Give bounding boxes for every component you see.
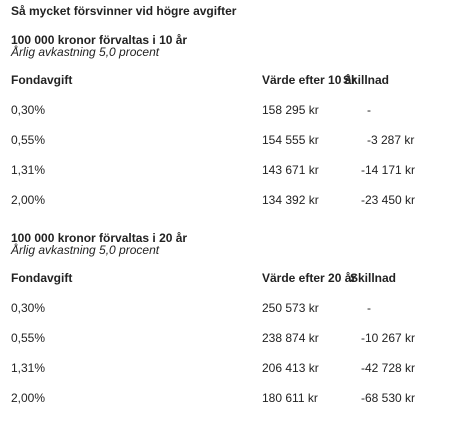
column-header-fee: Fondavgift — [11, 73, 73, 87]
table-row: 1,31% 143 671 kr -14 171 kr — [11, 155, 451, 185]
column-header-fee: Fondavgift — [11, 271, 73, 285]
difference-cell: -14 171 kr — [361, 163, 416, 177]
value-cell: 143 671 kr — [262, 163, 319, 177]
difference-cell: - — [367, 301, 371, 315]
value-cell: 134 392 kr — [262, 193, 319, 207]
table-section-10-years: 100 000 kronor förvaltas i 10 år Årlig a… — [11, 34, 451, 215]
page-title: Så mycket försvinner vid högre avgifter — [11, 4, 237, 18]
table-row: 2,00% 134 392 kr -23 450 kr — [11, 185, 451, 215]
fee-cell: 2,00% — [11, 193, 46, 207]
value-cell: 158 295 kr — [262, 103, 319, 117]
fee-cell: 1,31% — [11, 163, 46, 177]
difference-cell: -3 287 kr — [367, 133, 415, 147]
section-heading: 100 000 kronor förvaltas i 10 år — [11, 33, 188, 47]
fee-cell: 2,00% — [11, 391, 46, 405]
value-cell: 206 413 kr — [262, 361, 319, 375]
table-row: 0,30% 250 573 kr - — [11, 293, 451, 323]
section-subheading: Årlig avkastning 5,0 procent — [11, 243, 160, 257]
value-cell: 154 555 kr — [262, 133, 319, 147]
difference-cell: -23 450 kr — [361, 193, 416, 207]
value-cell: 238 874 kr — [262, 331, 319, 345]
table-header-row: Fondavgift Värde efter 10 år Skillnad — [11, 65, 451, 95]
fee-cell: 0,30% — [11, 103, 46, 117]
table-row: 0,30% 158 295 kr - — [11, 95, 451, 125]
column-header-value: Värde efter 20 år — [262, 271, 357, 285]
column-header-difference: Skillnad — [350, 271, 397, 285]
table-row: 2,00% 180 611 kr -68 530 kr — [11, 383, 451, 413]
section-heading: 100 000 kronor förvaltas i 20 år — [11, 231, 188, 245]
column-header-value: Värde efter 10 år — [262, 73, 357, 87]
fee-cell: 0,30% — [11, 301, 46, 315]
value-cell: 250 573 kr — [262, 301, 319, 315]
section-subheading: Årlig avkastning 5,0 procent — [11, 45, 160, 59]
table-section-20-years: 100 000 kronor förvaltas i 20 år Årlig a… — [11, 232, 451, 413]
table-row: 0,55% 154 555 kr -3 287 kr — [11, 125, 451, 155]
difference-cell: -10 267 kr — [361, 331, 416, 345]
fee-cell: 1,31% — [11, 361, 46, 375]
difference-cell: - — [367, 103, 371, 117]
table-row: 1,31% 206 413 kr -42 728 kr — [11, 353, 451, 383]
column-header-difference: Skillnad — [343, 73, 390, 87]
value-cell: 180 611 kr — [262, 391, 318, 405]
difference-cell: -42 728 kr — [361, 361, 416, 375]
fee-cell: 0,55% — [11, 331, 46, 345]
table-row: 0,55% 238 874 kr -10 267 kr — [11, 323, 451, 353]
fee-cell: 0,55% — [11, 133, 46, 147]
difference-cell: -68 530 kr — [361, 391, 416, 405]
table-header-row: Fondavgift Värde efter 20 år Skillnad — [11, 263, 451, 293]
